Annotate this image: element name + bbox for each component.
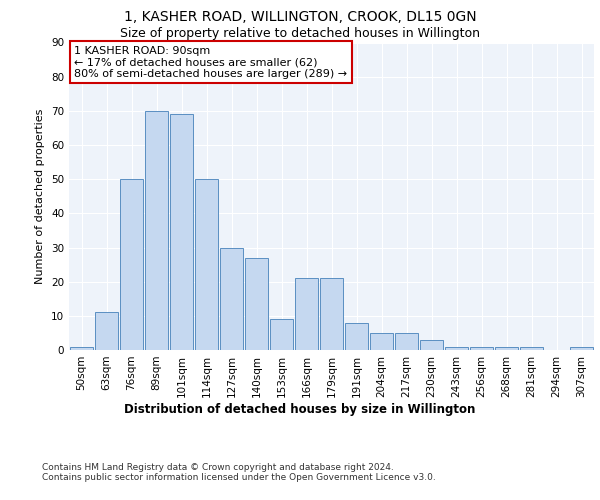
Bar xyxy=(320,278,343,350)
Bar xyxy=(370,333,393,350)
Bar xyxy=(420,340,443,350)
Bar xyxy=(270,320,293,350)
Text: 1 KASHER ROAD: 90sqm
← 17% of detached houses are smaller (62)
80% of semi-detac: 1 KASHER ROAD: 90sqm ← 17% of detached h… xyxy=(74,46,347,79)
Bar xyxy=(445,346,468,350)
Bar xyxy=(120,179,143,350)
Bar xyxy=(170,114,193,350)
Bar xyxy=(145,111,168,350)
Bar xyxy=(520,346,543,350)
Bar xyxy=(570,346,593,350)
Bar xyxy=(495,346,518,350)
Bar xyxy=(345,322,368,350)
Bar xyxy=(70,346,93,350)
Text: Contains HM Land Registry data © Crown copyright and database right 2024.
Contai: Contains HM Land Registry data © Crown c… xyxy=(42,462,436,482)
Y-axis label: Number of detached properties: Number of detached properties xyxy=(35,108,46,284)
Bar xyxy=(220,248,243,350)
Bar xyxy=(295,278,318,350)
Bar xyxy=(245,258,268,350)
Bar xyxy=(195,179,218,350)
Text: 1, KASHER ROAD, WILLINGTON, CROOK, DL15 0GN: 1, KASHER ROAD, WILLINGTON, CROOK, DL15 … xyxy=(124,10,476,24)
Bar xyxy=(470,346,493,350)
Text: Size of property relative to detached houses in Willington: Size of property relative to detached ho… xyxy=(120,28,480,40)
Bar xyxy=(95,312,118,350)
Bar xyxy=(395,333,418,350)
Text: Distribution of detached houses by size in Willington: Distribution of detached houses by size … xyxy=(124,402,476,415)
